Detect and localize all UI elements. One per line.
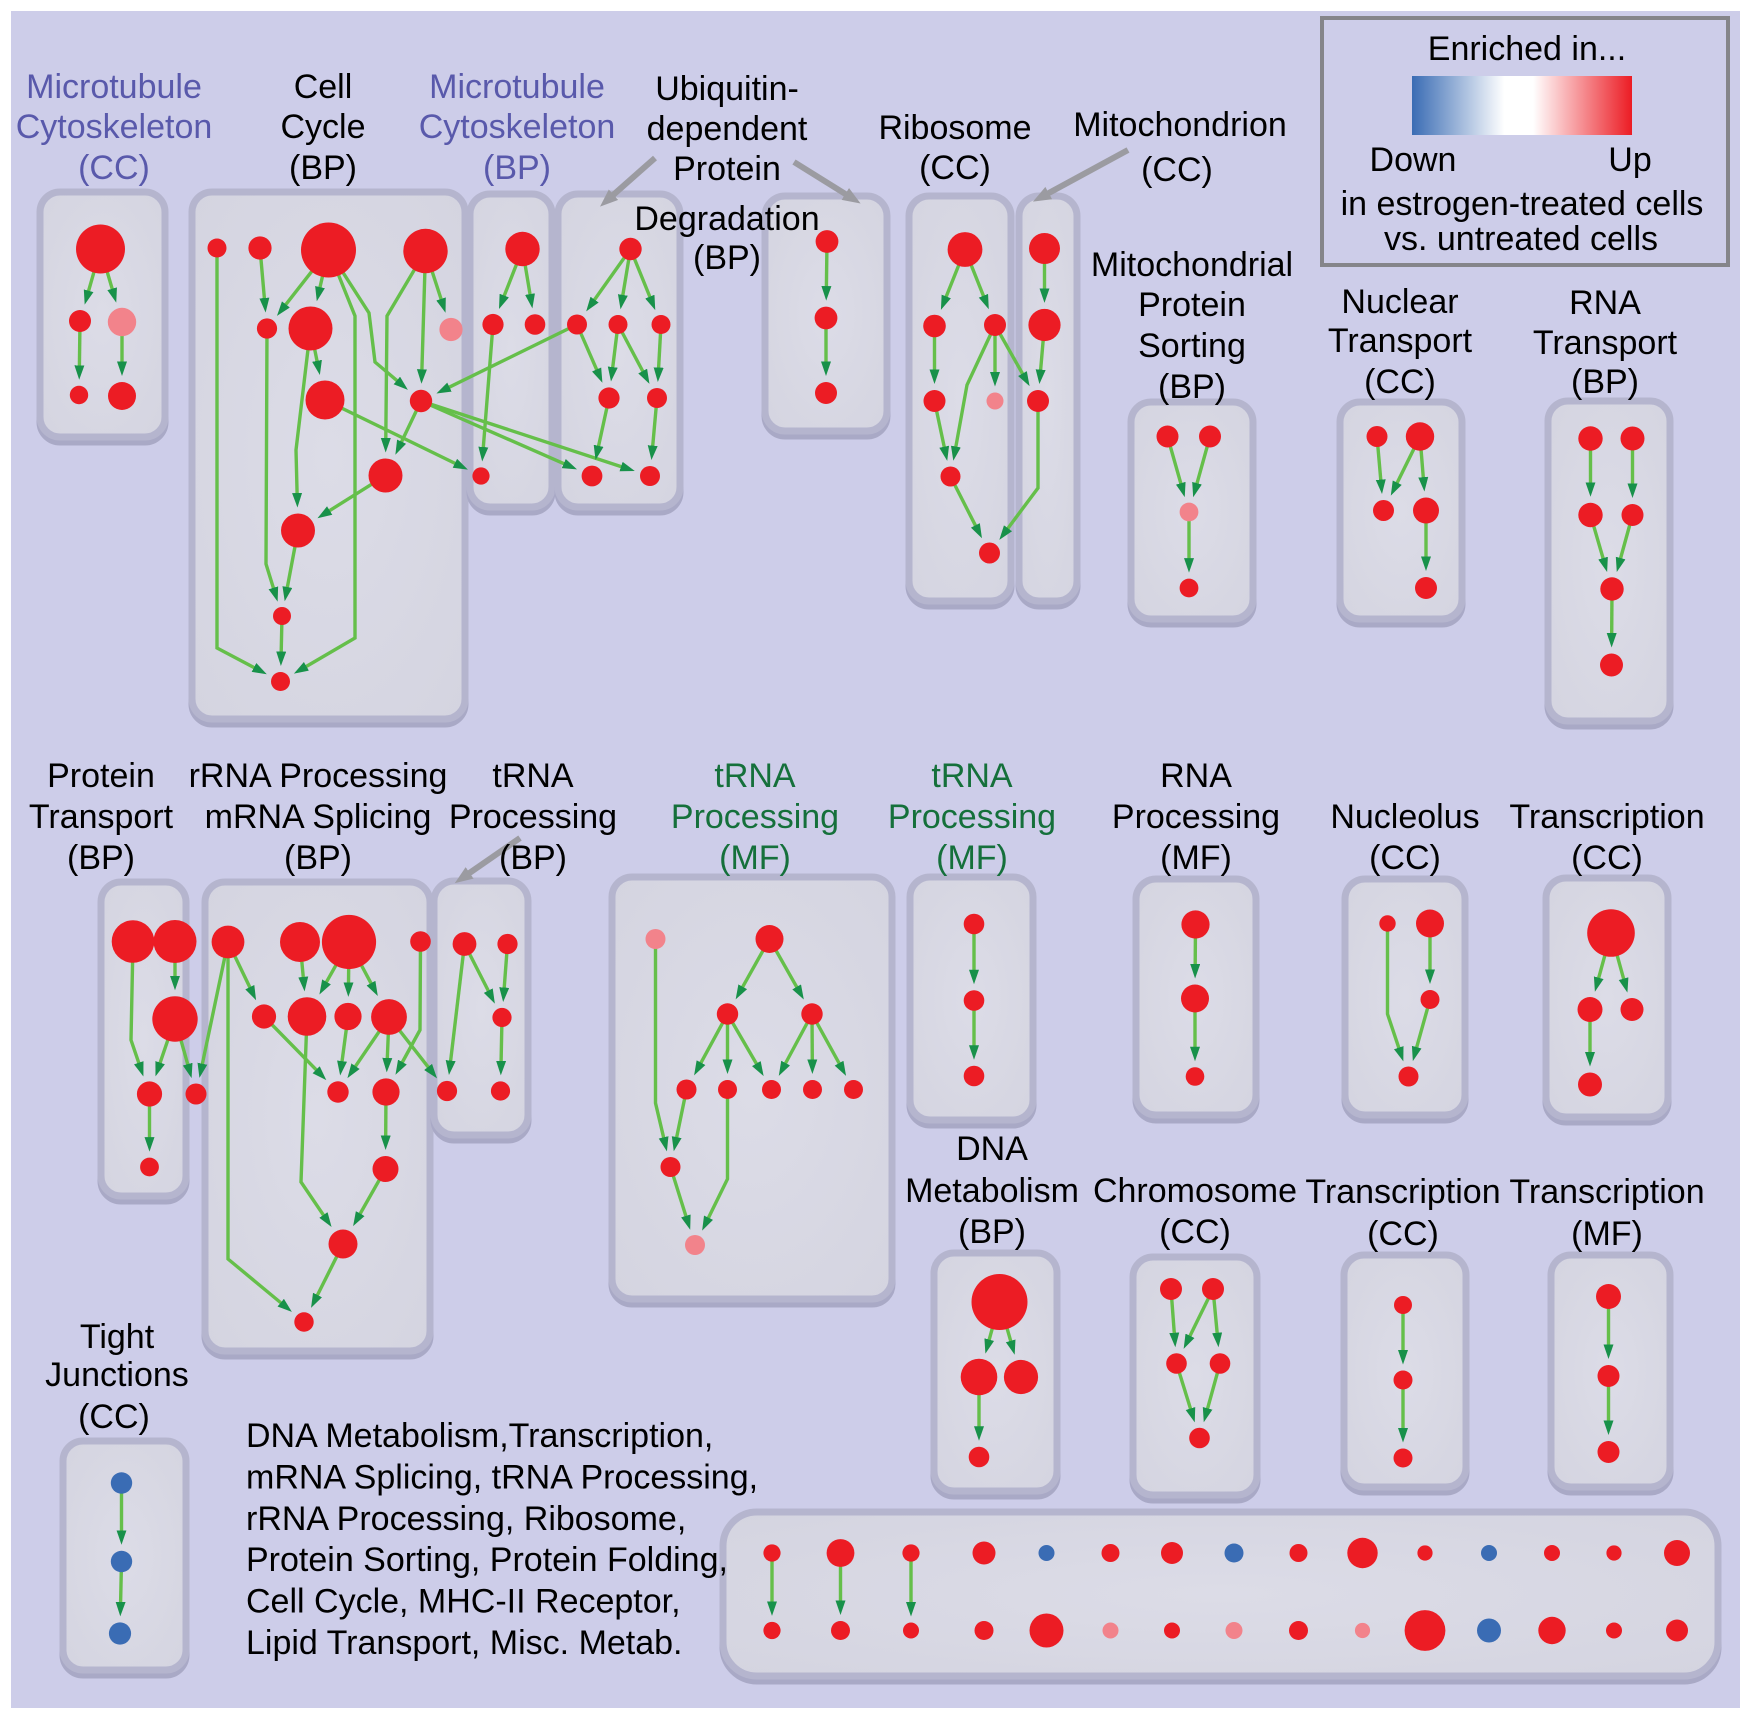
svg-text:(CC): (CC) — [1141, 151, 1213, 189]
svg-text:Mitochondrial: Mitochondrial — [1091, 246, 1293, 284]
svg-text:Transport: Transport — [1328, 322, 1473, 360]
svg-text:Ubiquitin-: Ubiquitin- — [655, 70, 799, 108]
svg-text:(CC): (CC) — [1369, 839, 1441, 877]
svg-text:Junctions: Junctions — [45, 1356, 189, 1394]
svg-text:rRNA Processing: rRNA Processing — [189, 757, 448, 795]
svg-text:(MF): (MF) — [1571, 1215, 1643, 1253]
svg-text:(MF): (MF) — [936, 839, 1008, 877]
svg-text:Microtubule: Microtubule — [26, 68, 202, 106]
svg-text:tRNA: tRNA — [492, 757, 574, 795]
svg-text:tRNA: tRNA — [714, 757, 796, 795]
svg-text:Cytoskeleton: Cytoskeleton — [419, 108, 616, 146]
svg-text:(BP): (BP) — [1571, 363, 1639, 401]
svg-text:(CC): (CC) — [1159, 1213, 1231, 1251]
svg-text:Metabolism: Metabolism — [905, 1172, 1079, 1210]
svg-text:(MF): (MF) — [719, 839, 791, 877]
svg-text:Cytoskeleton: Cytoskeleton — [16, 108, 213, 146]
svg-text:Cell: Cell — [294, 68, 353, 106]
svg-text:Nuclear: Nuclear — [1341, 283, 1458, 321]
svg-text:Cell Cycle, MHC-II Receptor,: Cell Cycle, MHC-II Receptor, — [246, 1583, 681, 1621]
svg-text:(CC): (CC) — [1367, 1215, 1439, 1253]
svg-text:(BP): (BP) — [289, 149, 357, 187]
svg-text:RNA: RNA — [1569, 284, 1641, 322]
svg-text:(CC): (CC) — [919, 149, 991, 187]
svg-text:DNA: DNA — [956, 1130, 1028, 1168]
svg-text:(MF): (MF) — [1160, 839, 1232, 877]
svg-text:Enriched in...: Enriched in... — [1428, 30, 1626, 68]
svg-text:tRNA: tRNA — [931, 757, 1013, 795]
svg-text:Processing: Processing — [449, 798, 617, 836]
svg-text:(BP): (BP) — [1158, 368, 1226, 406]
svg-text:(BP): (BP) — [958, 1213, 1026, 1251]
svg-text:Down: Down — [1370, 141, 1457, 179]
svg-text:Sorting: Sorting — [1138, 327, 1246, 365]
svg-text:(BP): (BP) — [499, 839, 567, 877]
svg-text:rRNA Processing, Ribosome,: rRNA Processing, Ribosome, — [246, 1500, 686, 1538]
svg-text:Nucleolus: Nucleolus — [1330, 798, 1479, 836]
svg-text:Protein: Protein — [1138, 286, 1246, 324]
svg-text:Processing: Processing — [1112, 798, 1280, 836]
svg-text:Tight: Tight — [80, 1318, 155, 1356]
svg-text:(CC): (CC) — [1364, 363, 1436, 401]
svg-text:dependent: dependent — [647, 110, 808, 148]
svg-text:Transcription: Transcription — [1509, 1173, 1704, 1211]
svg-text:Processing: Processing — [888, 798, 1056, 836]
svg-text:Protein: Protein — [673, 150, 781, 188]
svg-text:Transcription: Transcription — [1305, 1173, 1500, 1211]
svg-text:vs. untreated cells: vs. untreated cells — [1384, 220, 1658, 258]
svg-text:Ribosome: Ribosome — [878, 109, 1031, 147]
svg-text:(CC): (CC) — [78, 1398, 150, 1436]
svg-text:mRNA Splicing, tRNA Processing: mRNA Splicing, tRNA Processing, — [246, 1458, 758, 1496]
svg-text:Processing: Processing — [671, 798, 839, 836]
svg-text:(CC): (CC) — [78, 149, 150, 187]
svg-text:Transport: Transport — [29, 798, 174, 836]
svg-text:in estrogen-treated cells: in estrogen-treated cells — [1341, 185, 1704, 223]
svg-text:Up: Up — [1608, 141, 1651, 179]
svg-text:(BP): (BP) — [67, 839, 135, 877]
svg-text:(BP): (BP) — [284, 839, 352, 877]
svg-text:Cycle: Cycle — [280, 108, 365, 146]
svg-text:(BP): (BP) — [483, 149, 551, 187]
svg-text:RNA: RNA — [1160, 757, 1232, 795]
svg-text:Lipid Transport, Misc. Metab.: Lipid Transport, Misc. Metab. — [246, 1624, 683, 1662]
svg-text:Microtubule: Microtubule — [429, 68, 605, 106]
svg-text:(CC): (CC) — [1571, 839, 1643, 877]
svg-text:Protein Sorting, Protein Foldi: Protein Sorting, Protein Folding, — [246, 1541, 728, 1579]
svg-text:Protein: Protein — [47, 757, 155, 795]
svg-text:Transport: Transport — [1533, 324, 1678, 362]
svg-text:(BP): (BP) — [693, 239, 761, 277]
svg-text:Chromosome: Chromosome — [1093, 1172, 1297, 1210]
svg-text:Degradation: Degradation — [634, 200, 819, 238]
svg-text:DNA Metabolism,Transcription,: DNA Metabolism,Transcription, — [246, 1417, 713, 1455]
svg-text:Transcription: Transcription — [1509, 798, 1704, 836]
svg-text:Mitochondrion: Mitochondrion — [1073, 106, 1287, 144]
svg-text:mRNA Splicing: mRNA Splicing — [205, 798, 432, 836]
